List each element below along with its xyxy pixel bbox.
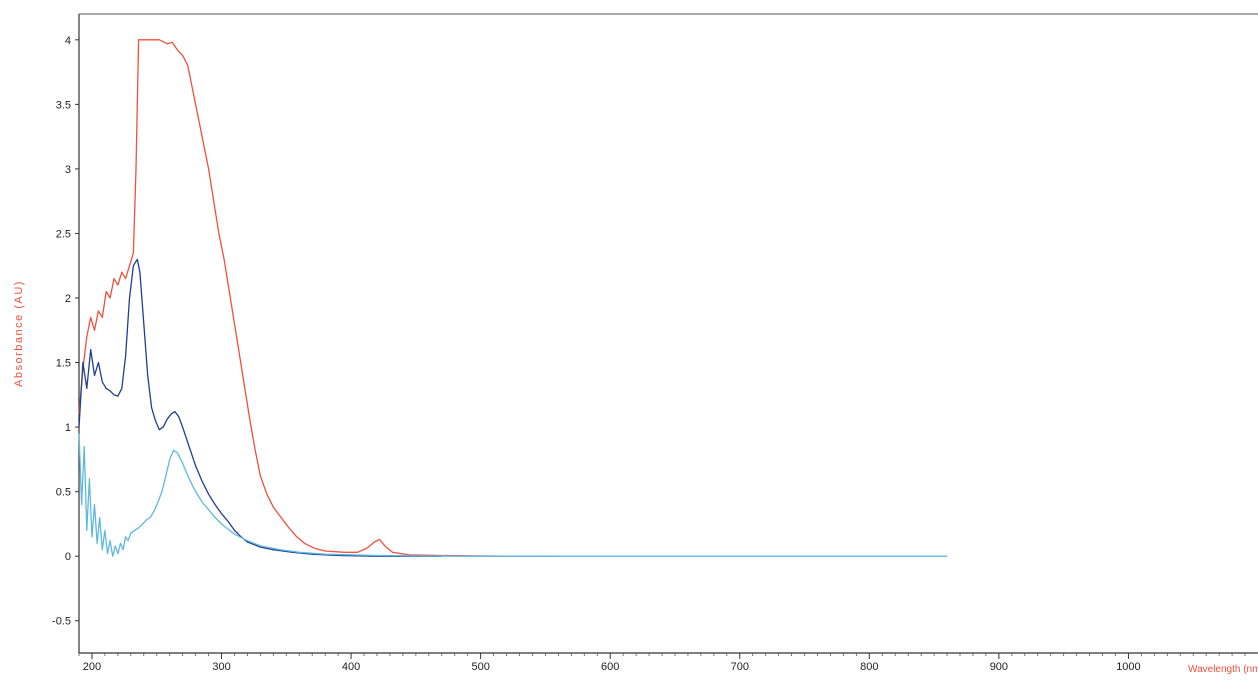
y-tick-label: -0.5: [52, 616, 71, 628]
x-axis-ticks: 200 300 400 500 600 700 800 900 1000: [78, 653, 1246, 673]
axes: [78, 13, 1258, 654]
x-tick-label: 800: [860, 661, 878, 673]
x-tick-label: 300: [212, 661, 230, 673]
y-tick-label: 4: [65, 35, 71, 47]
y-tick-label: 2: [65, 293, 71, 305]
series-line-3: [78, 433, 948, 557]
series-line-2: [78, 258, 442, 557]
series-lines: [78, 39, 948, 557]
x-tick-label: 600: [601, 661, 619, 673]
y-tick-label: 0.5: [56, 487, 71, 499]
y-tick-label: 2.5: [56, 228, 71, 240]
y-tick-label: 3: [65, 164, 71, 176]
y-axis-ticks: -0.5 0 0.5 1 1.5 2 2.5 3 3.5 4: [52, 35, 79, 628]
y-tick-label: 0: [65, 551, 71, 563]
x-tick-label: 900: [990, 661, 1008, 673]
x-tick-label: 1000: [1116, 661, 1140, 673]
x-tick-label: 700: [731, 661, 749, 673]
y-tick-label: 1.5: [56, 358, 71, 370]
y-tick-label: 3.5: [56, 99, 71, 111]
y-axis-label: Absorbance (AU): [13, 280, 25, 387]
x-tick-label: 400: [342, 661, 360, 673]
x-axis-label: Wavelength (nm): [1188, 664, 1258, 675]
series-line-1: [78, 39, 559, 557]
y-tick-label: 1: [65, 422, 71, 434]
x-tick-label: 500: [471, 661, 489, 673]
x-tick-label: 200: [83, 661, 101, 673]
